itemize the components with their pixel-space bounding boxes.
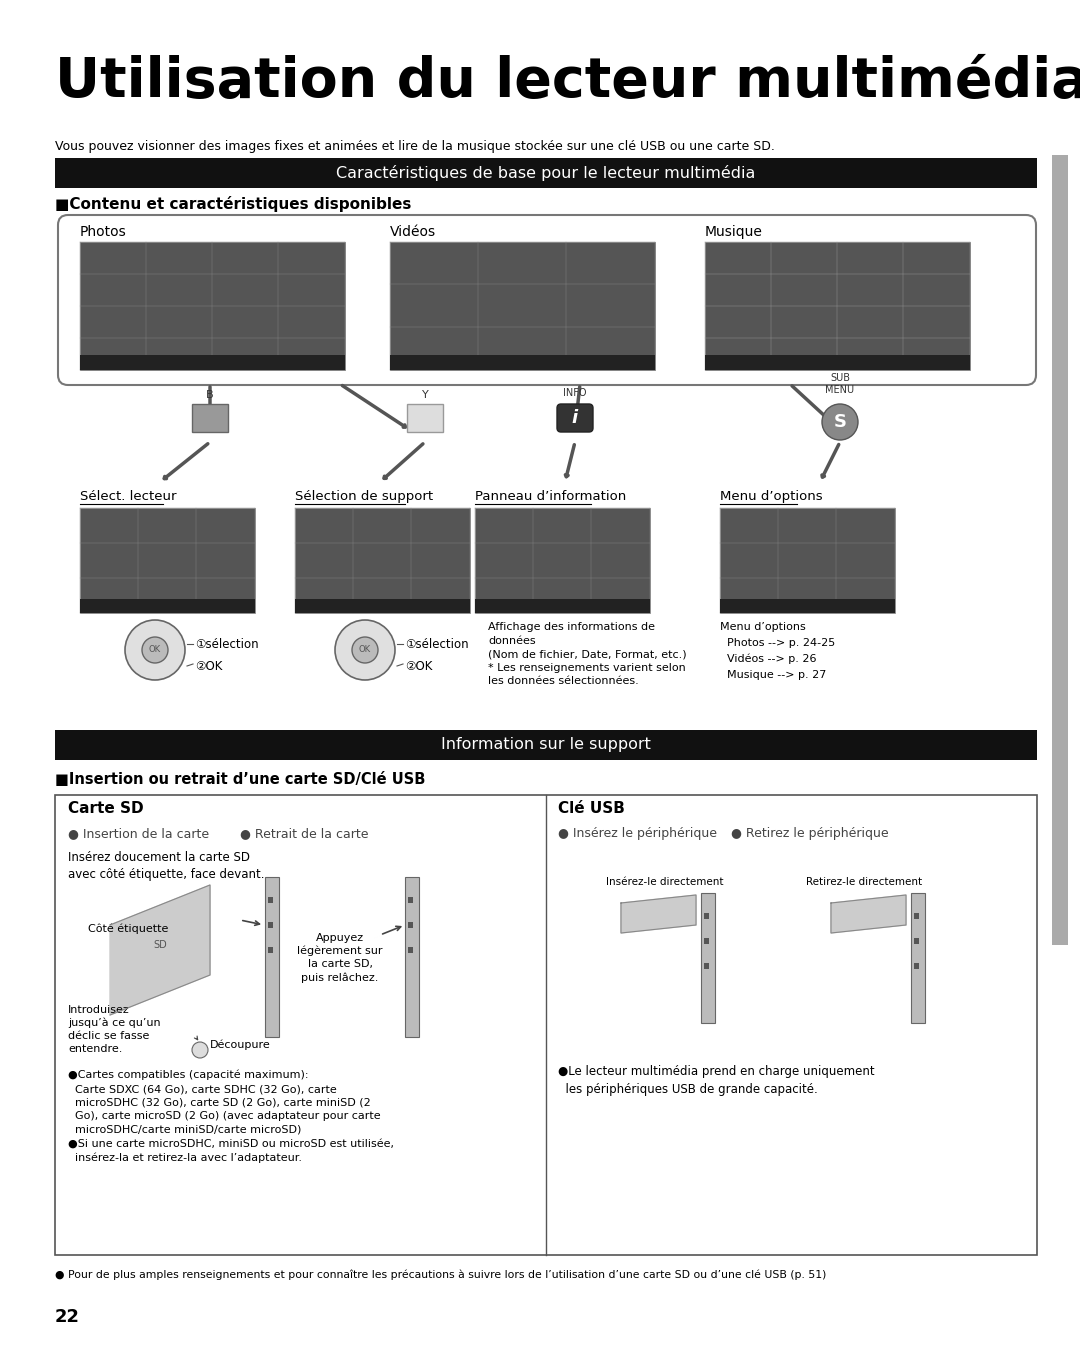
Text: ①sélection: ①sélection [405,637,469,651]
Bar [80,242,345,369]
Text: ■Insertion ou retrait d’une carte SD/Clé USB: ■Insertion ou retrait d’une carte SD/Clé… [55,773,426,787]
Bar [704,913,708,919]
Bar [475,599,650,613]
Text: Y: Y [421,390,429,400]
Text: Introduisez
jusqu’à ce qu’un
déclic se fasse
entendre.: Introduisez jusqu’à ce qu’un déclic se f… [68,1005,161,1054]
Circle shape [822,405,858,440]
Text: ● Insertion de la carte: ● Insertion de la carte [68,827,210,840]
Text: i: i [572,409,578,428]
Text: ● Insérez le périphérique: ● Insérez le périphérique [558,827,717,840]
Bar [408,947,413,953]
Circle shape [192,1042,208,1058]
Bar [720,599,895,613]
Text: OK: OK [149,645,161,655]
Text: Musique: Musique [705,225,762,239]
Text: Vidéos: Vidéos [390,225,436,239]
Bar [295,507,470,613]
Bar [390,354,654,369]
Bar [408,897,413,902]
Bar [720,507,895,613]
Text: Information sur le support: Information sur le support [441,737,651,752]
Text: Retirez-le directement: Retirez-le directement [806,877,922,888]
Bar [912,893,924,1023]
Bar [914,938,919,944]
Bar [268,897,273,902]
Text: ②OK: ②OK [195,659,222,672]
Bar [408,921,413,928]
Text: Carte SD: Carte SD [68,801,144,816]
FancyBboxPatch shape [58,215,1036,386]
Text: ●Cartes compatibles (capacité maximum):
  Carte SDXC (64 Go), carte SDHC (32 Go): ●Cartes compatibles (capacité maximum): … [68,1070,394,1162]
Text: S: S [834,413,847,432]
Text: Photos: Photos [80,225,126,239]
FancyBboxPatch shape [557,405,593,432]
Bar [705,354,970,369]
Bar [1052,156,1068,944]
Text: Caractéristiques de base pour le lecteur multimédia: Caractéristiques de base pour le lecteur… [336,165,756,181]
Circle shape [125,620,185,681]
Bar [704,938,708,944]
Text: Découpure: Découpure [210,1040,271,1050]
Text: SD: SD [153,940,167,950]
Bar [265,877,279,1036]
Bar [407,405,443,432]
Text: Vous pouvez visionner des images fixes et animées et lire de la musique stockée : Vous pouvez visionner des images fixes e… [55,139,774,153]
Circle shape [352,637,378,663]
Bar [701,893,715,1023]
Polygon shape [831,894,906,934]
Circle shape [335,620,395,681]
Text: Menu d’options
  Photos --> p. 24-25
  Vidéos --> p. 26
  Musique --> p. 27: Menu d’options Photos --> p. 24-25 Vidéo… [720,622,835,679]
Text: Insérez doucement la carte SD
avec côté étiquette, face devant.: Insérez doucement la carte SD avec côté … [68,851,265,881]
Text: Panneau d’information: Panneau d’information [475,490,626,503]
Bar [475,507,650,613]
Bar [295,599,470,613]
Polygon shape [621,894,696,934]
Text: ■Contenu et caractéristiques disponibles: ■Contenu et caractéristiques disponibles [55,196,411,212]
Bar [55,158,1037,188]
Bar [192,405,228,432]
Text: Menu d’options: Menu d’options [720,490,823,503]
Text: Clé USB: Clé USB [558,801,625,816]
Bar [268,947,273,953]
Text: Affichage des informations de
données
(Nom de fichier, Date, Format, etc.)
* Les: Affichage des informations de données (N… [488,622,687,686]
Text: ● Pour de plus amples renseignements et pour connaître les précautions à suivre : ● Pour de plus amples renseignements et … [55,1270,826,1280]
Bar [55,796,1037,1256]
Bar [80,599,255,613]
Text: ②OK: ②OK [405,659,432,672]
Bar [268,921,273,928]
Text: ● Retrait de la carte: ● Retrait de la carte [240,827,368,840]
Text: Sélect. lecteur: Sélect. lecteur [80,490,176,503]
Bar [80,507,255,613]
Bar [390,242,654,369]
Bar [80,354,345,369]
Text: Insérez-le directement: Insérez-le directement [606,877,724,888]
Text: Sélection de support: Sélection de support [295,490,433,503]
Bar [914,913,919,919]
Text: SUB
MENU: SUB MENU [825,373,854,395]
Text: B: B [206,390,214,400]
Text: ● Retirez le périphérique: ● Retirez le périphérique [731,827,889,840]
Bar [704,963,708,969]
Bar [705,242,970,369]
Bar [914,963,919,969]
Polygon shape [110,885,210,1015]
Text: Côté étiquette: Côté étiquette [87,923,168,934]
Bar [55,731,1037,760]
Text: INFO: INFO [564,388,586,398]
Text: Utilisation du lecteur multimédia: Utilisation du lecteur multimédia [55,55,1080,110]
Text: ①sélection: ①sélection [195,637,258,651]
Text: ●Le lecteur multimédia prend en charge uniquement
  les périphériques USB de gra: ●Le lecteur multimédia prend en charge u… [558,1065,875,1096]
Text: Appuyez
légèrement sur
la carte SD,
puis relâchez.: Appuyez légèrement sur la carte SD, puis… [297,934,382,982]
Text: 22: 22 [55,1308,80,1326]
Circle shape [141,637,168,663]
Bar [405,877,419,1036]
Text: OK: OK [359,645,372,655]
